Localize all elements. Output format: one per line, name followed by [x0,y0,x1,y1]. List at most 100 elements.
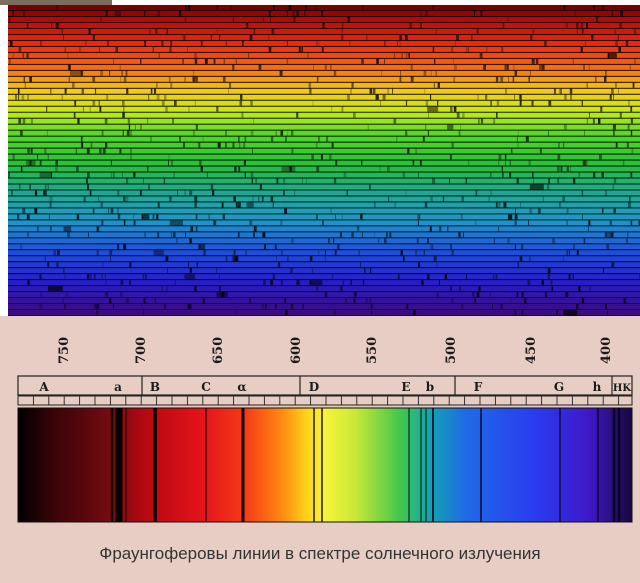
absorption-line-dark [333,238,335,244]
absorption-line-dark [360,262,361,268]
absorption-line-dark [618,46,621,52]
absorption-line-dark [627,124,630,130]
absorption-line-dark [455,40,456,46]
absorption-line-dark [493,118,496,124]
absorption-line-dark [581,190,584,196]
absorption-line-dark [117,244,120,250]
absorption-line-dark [552,238,555,244]
absorption-line-dark [588,64,590,70]
absorption-line-dark [165,256,169,262]
absorption-line-dark [233,196,236,202]
absorption-line-dark [495,202,498,208]
absorption-line-dark [458,232,461,238]
absorption-line-dark [568,274,571,280]
wavelength-tick-label: 700 [134,337,149,364]
absorption-line-dark [225,256,228,262]
absorption-line-dark [498,160,500,166]
spectrum-strip [8,148,640,154]
absorption-line-dark [370,304,373,310]
absorption-line-dark [126,88,129,94]
absorption-line-dark [23,10,25,17]
absorption-line-dark [311,154,314,160]
absorption-line-dark [238,166,241,172]
absorption-line-dark [316,142,318,148]
absorption-line-dark [478,118,480,124]
absorption-line-dark [225,130,227,136]
absorption-line-dark [428,112,429,118]
absorption-line-dark [231,256,234,262]
fraunhofer-line-label: HK [613,383,631,394]
absorption-line-dark [81,88,84,94]
absorption-line-dark [611,88,614,94]
spectrum-strip [8,190,640,196]
absorption-line-dark [149,28,151,34]
absorption-line-dark [586,22,588,29]
absorption-line-dark [311,268,313,274]
absorption-line-dark [173,232,176,238]
absorption-line-dark [185,232,186,238]
absorption-line-dark [405,130,408,136]
absorption-line-dark [152,46,154,52]
absorption-line-dark [285,136,287,142]
absorption-line-dark [581,100,583,106]
label-box-dividers [141,376,613,395]
absorption-line-dark [83,196,86,202]
absorption-line-dark [331,274,334,280]
absorption-line-dark [63,268,65,274]
absorption-line-dark [410,76,414,82]
absorption-line-dark [123,106,125,112]
absorption-line-dark [324,256,326,262]
absorption-line-dark [218,34,221,40]
absorption-line-dark [166,286,168,292]
absorption-line-dark [527,280,531,286]
absorption-line-dark [528,160,531,166]
absorption-line-dark [394,202,396,208]
absorption-line-dark [588,226,589,232]
absorption-line-dark [458,130,461,136]
absorption-line-dark [345,298,347,304]
absorption-line-dark [44,190,47,196]
absorption-line-dark [509,160,511,166]
absorption-line-dark [564,94,567,100]
absorption-line-dark [520,202,521,208]
absorption-line-dark [545,292,547,298]
absorption-line-dark [101,220,104,226]
absorption-line-dark [612,184,614,190]
absorption-line-dark [281,250,283,256]
absorption-line-dark [143,310,145,316]
absorption-line-dark [346,190,348,196]
spectrum-strip [8,226,640,232]
absorption-line-dark [112,304,114,310]
absorption-line-dark [349,40,351,46]
absorption-line-dark [588,220,591,226]
absorption-line-dark [258,64,262,70]
absorption-line-dark [592,118,595,124]
absorption-line-dark [477,94,479,100]
absorption-line-dark [277,262,281,268]
absorption-line-dark [8,16,11,23]
absorption-line-dark [335,214,336,220]
absorption-line-dark [99,148,101,154]
absorption-line-dark [270,16,271,23]
absorption-line-dark [362,232,363,238]
absorption-line-dark [213,220,216,226]
absorption-line-dark [604,232,608,238]
absorption-line-dark [66,292,68,298]
absorption-line-dark [81,142,83,148]
spectrum-strip [8,274,640,280]
absorption-line-dark [210,34,212,40]
absorption-line-dark [40,292,42,298]
absorption-line-dark [291,238,294,244]
absorption-line-dark [421,280,424,286]
absorption-line-dark [96,226,99,232]
absorption-line-dark [516,178,519,184]
spectrum-strip [8,130,640,136]
absorption-line-dark [198,142,201,148]
absorption-line-dark [189,190,193,196]
absorption-line-dark [86,148,90,154]
absorption-line-dark [34,208,38,214]
absorption-line-dark [612,124,616,130]
absorption-line-dark [468,160,470,166]
absorption-line-dark [163,304,166,310]
absorption-line-dark [90,190,92,196]
